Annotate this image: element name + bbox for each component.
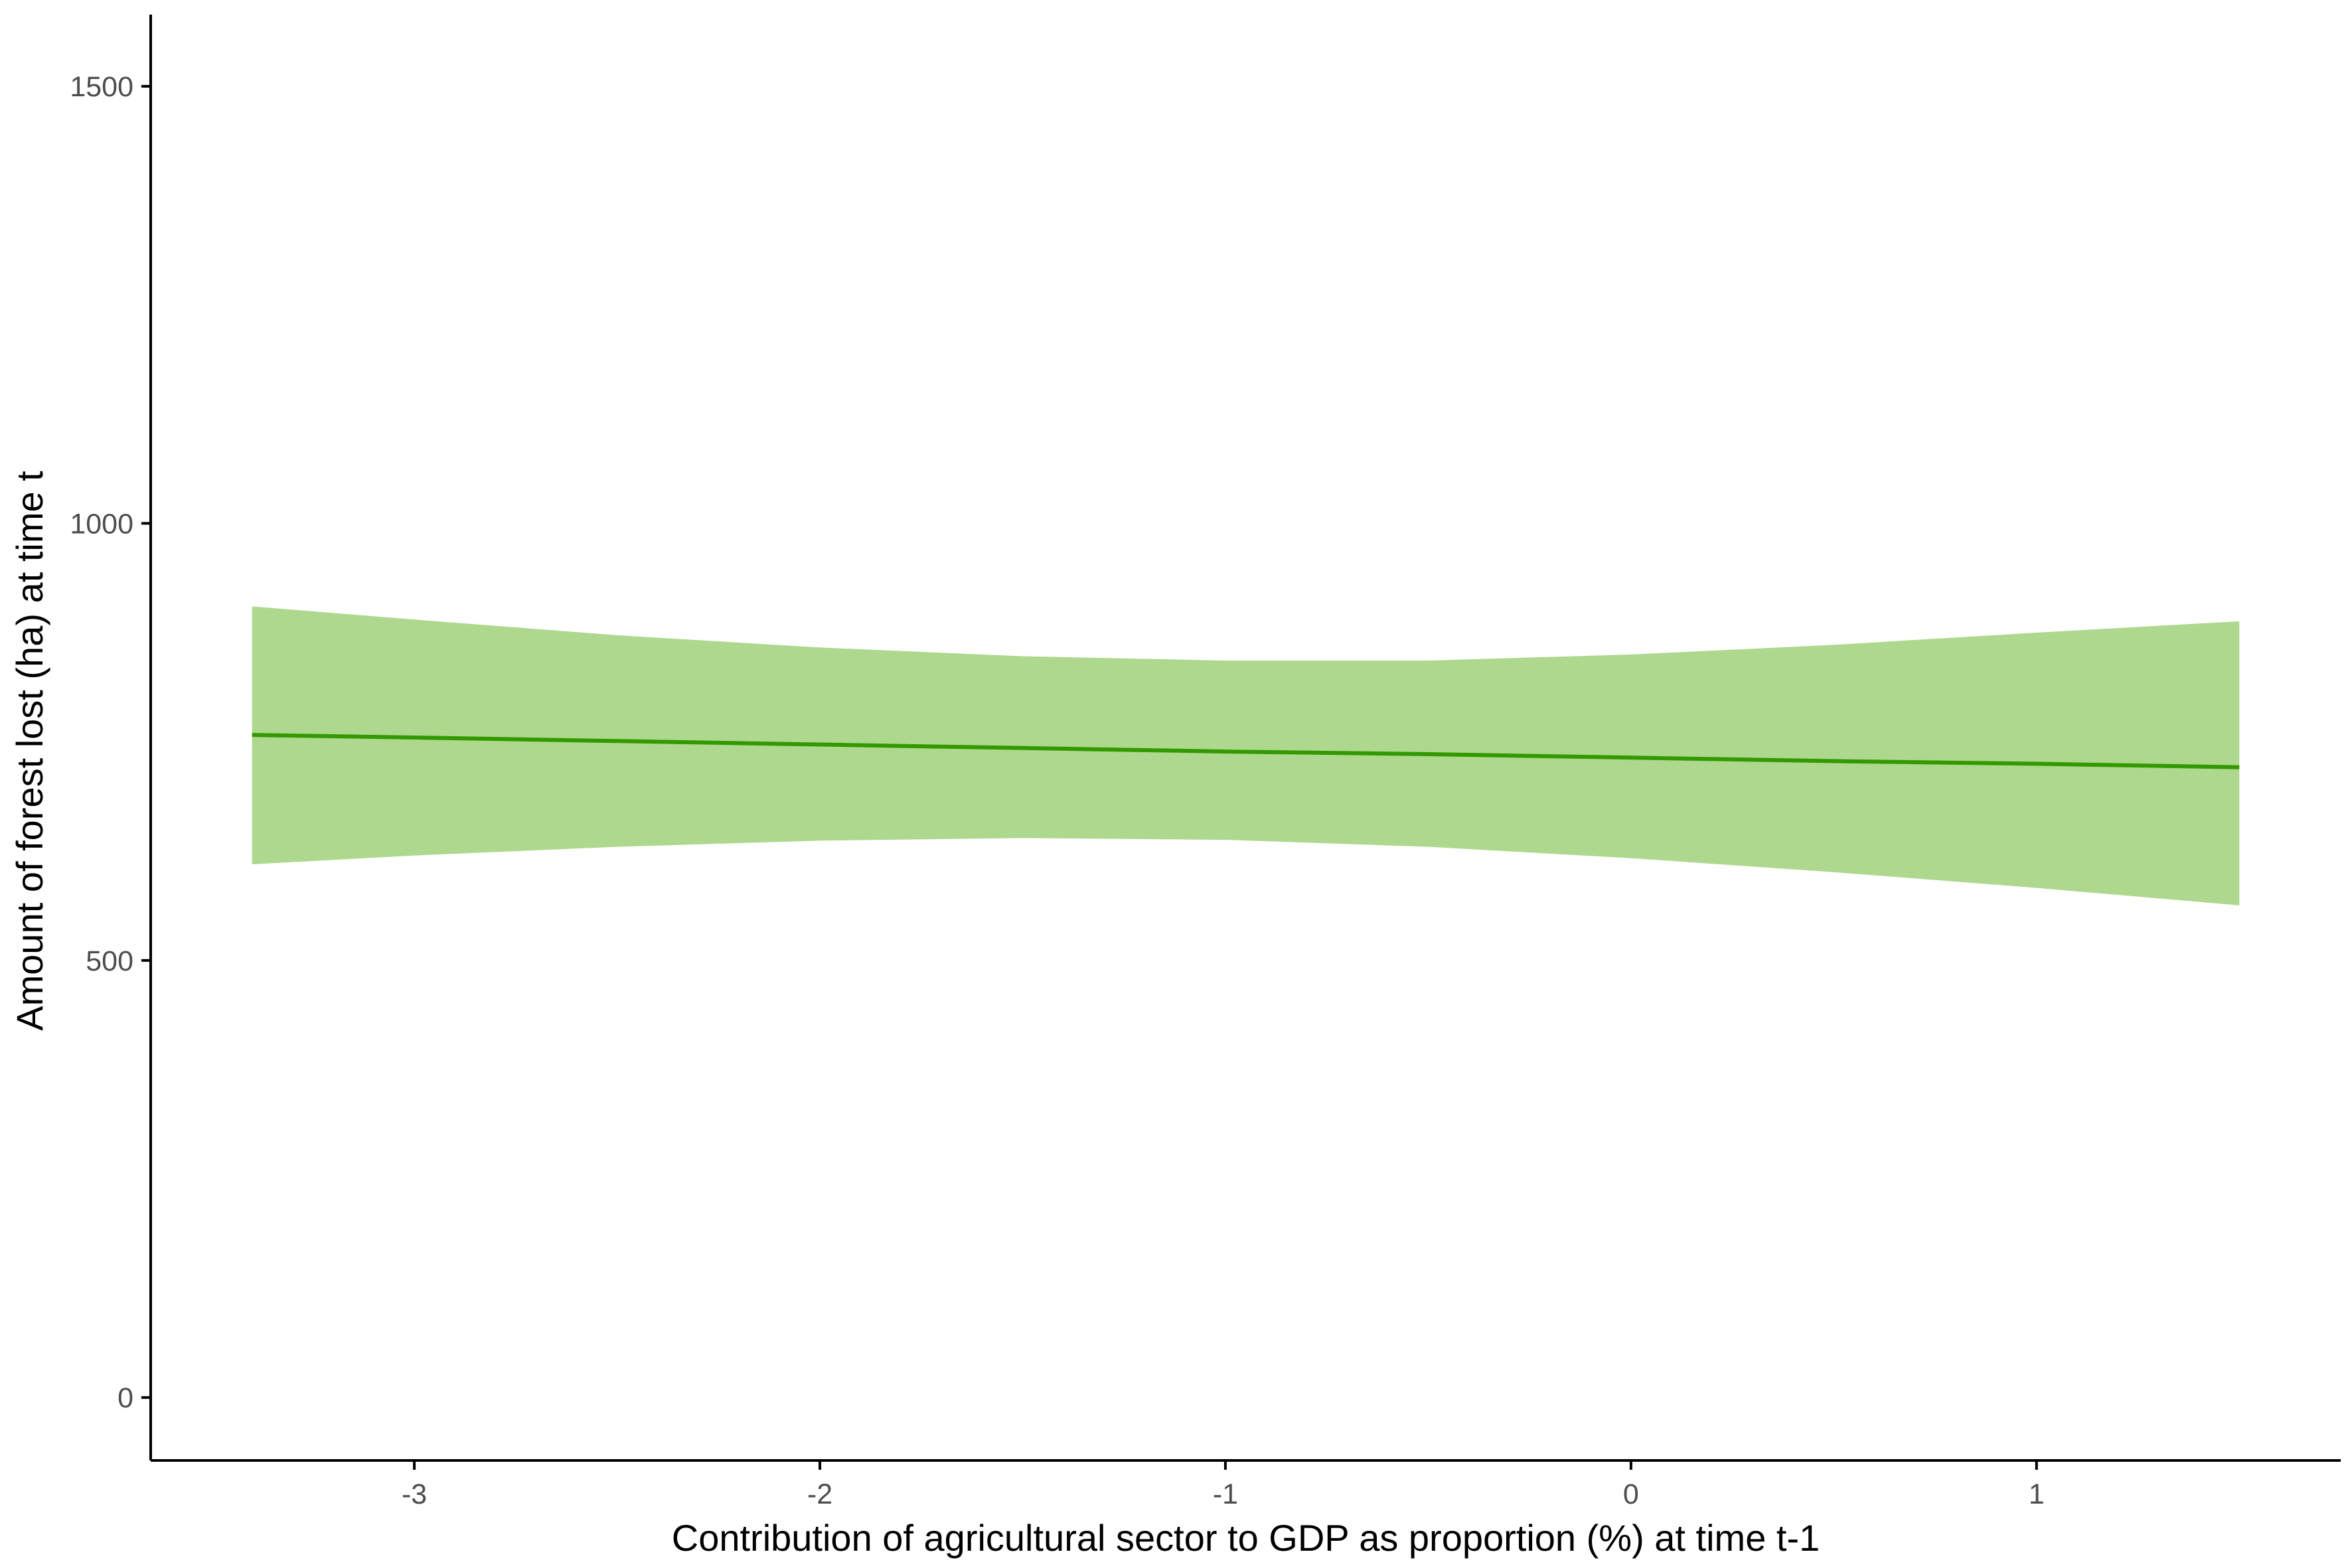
y-tick-label: 0: [118, 1382, 133, 1414]
x-axis-title: Contribution of agricultural sector to G…: [672, 1517, 1820, 1559]
y-tick-label: 1000: [70, 508, 133, 540]
fitted-line: [252, 733, 2240, 769]
y-axis-ticks: 0 500 1000 1500: [70, 71, 151, 1414]
x-tick-label: -3: [402, 1478, 427, 1510]
x-axis-ticks: -3 -2 -1 0 1: [402, 1460, 2045, 1510]
y-tick-label: 1500: [70, 71, 133, 103]
x-tick-label: -2: [807, 1478, 832, 1510]
x-tick-label: 1: [2029, 1478, 2045, 1510]
trend-line-layer: [252, 733, 2240, 769]
y-tick-label: 500: [86, 945, 133, 977]
confidence-band: [252, 606, 2240, 905]
confidence-band-layer: [252, 606, 2240, 905]
x-tick-label: 0: [1623, 1478, 1639, 1510]
x-tick-label: -1: [1213, 1478, 1238, 1510]
y-axis-title: Amount of forest lost (ha) at time t: [9, 471, 50, 1031]
